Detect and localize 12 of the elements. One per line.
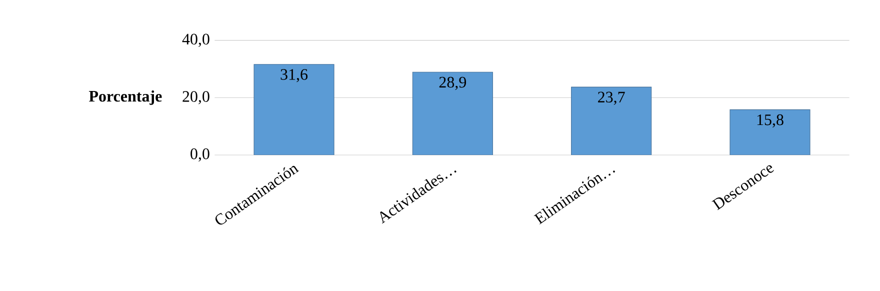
bar <box>412 72 493 155</box>
y-tick-label: 40,0 <box>182 34 210 47</box>
bar <box>730 109 810 155</box>
data-label: 15,8 <box>757 114 784 128</box>
bar <box>571 86 652 155</box>
bar <box>254 64 334 155</box>
y-tick-label: 20,0 <box>182 91 210 104</box>
data-label: 31,6 <box>280 69 308 82</box>
y-axis-title: Porcentaje <box>88 90 162 105</box>
data-label: 28,9 <box>439 76 466 90</box>
data-label: 23,7 <box>598 92 625 105</box>
y-tick-label: 0,0 <box>190 148 210 162</box>
